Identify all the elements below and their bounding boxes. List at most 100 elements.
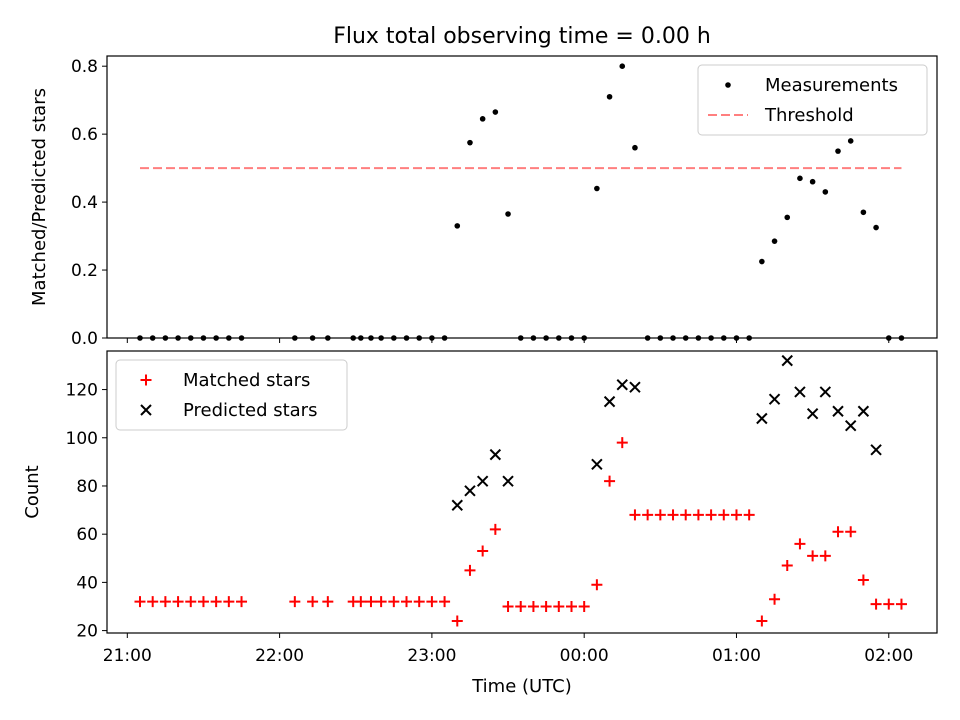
y-tick-label: 0.6: [71, 125, 98, 145]
predicted-stars-point: [451, 499, 463, 511]
y-tick-label: 0.0: [71, 329, 98, 349]
predicted-stars-point: [794, 386, 806, 398]
measurement-point: [847, 138, 854, 144]
y-axis-label: Count: [22, 465, 43, 518]
matched-stars-point: [464, 564, 476, 576]
matched-stars-point: [527, 600, 539, 612]
matched-stars-point: [642, 509, 654, 521]
top-panel: 0.0 0.2 0.4 0.6 0.8 Matched/Predicted stars Me…: [29, 55, 938, 349]
predicted-stars-point: [489, 448, 502, 461]
y-tick-label: 120: [66, 381, 98, 401]
matched-stars-point: [185, 596, 197, 608]
measurement-point: [797, 175, 803, 182]
matched-stars-point: [365, 596, 377, 608]
measurement-point: [822, 189, 829, 195]
matched-stars-point: [794, 538, 806, 550]
matched-stars-point: [769, 593, 781, 605]
predicted-stars-point: [819, 386, 832, 398]
predicted-stars-point: [806, 407, 819, 420]
matched-stars-point: [781, 560, 793, 572]
matched-stars-point: [705, 509, 717, 521]
matched-stars-point: [515, 600, 527, 612]
matched-stars-point: [654, 509, 666, 521]
matched-stars-point: [629, 509, 641, 521]
measurement-point: [619, 63, 626, 69]
x-tick-label: 23:00: [407, 646, 456, 666]
axes-frame: [106, 350, 938, 634]
matched-stars-point: [565, 600, 577, 612]
measurement-point: [771, 238, 778, 244]
x-tick-label: 00:00: [560, 646, 609, 666]
matched-stars-point: [147, 596, 159, 608]
bottom-panel: 20 40 60 80 100 120 21:00 22:00 23:00 00:00 01:00 0…: [22, 350, 938, 666]
matched-stars-point: [307, 596, 319, 608]
matched-stars-point: [355, 596, 367, 608]
matched-stars-point: [553, 600, 565, 612]
axes-frame: [106, 55, 938, 339]
chart-title: Flux total observing time = 0.00 h: [333, 24, 711, 49]
measurement-point: [632, 144, 638, 151]
measurement-point: [479, 116, 486, 122]
matched-stars-point: [197, 596, 209, 608]
matched-stars-point: [489, 523, 501, 535]
y-tick-label: 0.4: [71, 193, 98, 213]
measurement-point: [467, 139, 473, 146]
matched-stars-point: [236, 596, 248, 608]
matched-stars-point: [439, 596, 451, 608]
matched-stars-point: [401, 596, 413, 608]
predicted-stars-point: [781, 354, 793, 367]
y-tick-label: 80: [76, 477, 98, 497]
predicted-stars-point: [476, 475, 489, 487]
measurement-point: [454, 223, 461, 229]
matched-stars-point: [832, 526, 844, 538]
matched-stars-point: [451, 615, 463, 627]
y-tick-label: 0.2: [71, 261, 98, 281]
y-axis-label: Matched/Predicted stars: [29, 88, 50, 306]
matched-stars-point: [730, 509, 742, 521]
measurement-point: [606, 93, 613, 100]
legend-label: Threshold: [764, 105, 854, 126]
predicted-stars-point: [603, 395, 616, 408]
predicted-stars-point: [870, 444, 882, 456]
x-tick-label: 21:00: [103, 646, 152, 666]
legend-predicted-marker: [140, 404, 152, 416]
matched-stars-point: [616, 437, 628, 449]
measurement-point: [492, 109, 499, 115]
matched-stars-point: [857, 574, 869, 586]
predicted-stars-point: [832, 405, 844, 417]
measurement-point: [759, 258, 765, 265]
predicted-stars-point: [844, 420, 857, 432]
y-tick-label: 20: [76, 622, 98, 642]
x-tick-label: 02:00: [864, 646, 913, 666]
matched-stars-point: [667, 509, 679, 521]
matched-stars-point: [426, 596, 438, 608]
y-tick-label: 0.8: [71, 57, 98, 77]
matched-stars-point: [870, 598, 882, 610]
legend-measurements-marker: [725, 82, 731, 88]
measurement-point: [860, 209, 867, 216]
matched-stars-point: [692, 509, 704, 521]
predicted-stars-point: [629, 381, 641, 393]
x-tick-label: 01:00: [712, 646, 761, 666]
x-tick-label: 22:00: [255, 646, 304, 666]
measurement-point: [505, 211, 511, 217]
legend-label: Predicted stars: [183, 400, 317, 421]
predicted-stars-point: [768, 393, 781, 405]
matched-stars-point: [895, 598, 907, 610]
matched-stars-point: [845, 526, 857, 538]
predicted-stars-point: [756, 412, 768, 425]
matched-stars-point: [477, 545, 489, 557]
legend-box: [115, 359, 348, 431]
predicted-stars-point: [502, 475, 514, 487]
matched-stars-point: [388, 596, 400, 608]
legend-label: Matched stars: [183, 370, 310, 391]
y-tick-label: 40: [76, 573, 98, 593]
matched-stars-point: [413, 596, 425, 608]
matched-stars-point: [289, 596, 301, 608]
matched-stars-point: [578, 600, 590, 612]
matched-stars-point: [604, 475, 616, 487]
matched-stars-point: [591, 579, 603, 591]
matched-stars-point: [502, 600, 514, 612]
matched-stars-point: [883, 598, 895, 610]
